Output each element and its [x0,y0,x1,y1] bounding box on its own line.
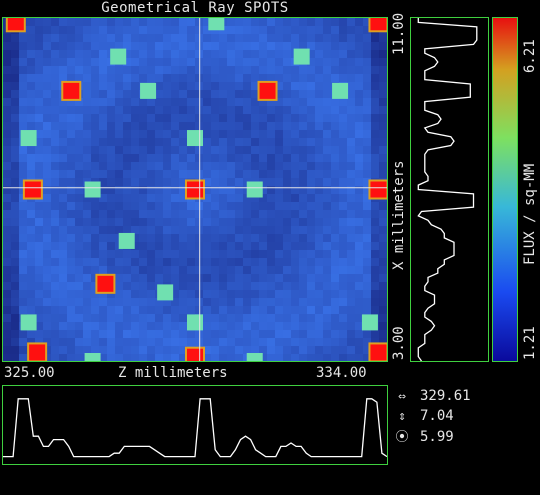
spot-marker [370,181,387,198]
heatmap-canvas [3,18,387,361]
vertical-arrows-icon: ⇕ [398,409,406,424]
spot-marker [29,344,46,361]
spot-marker [293,48,310,65]
spot-marker [7,18,24,31]
z-position-readout: ⇔ 329.61 [392,387,471,406]
x-profile-panel [410,17,489,362]
spot-marker [20,130,37,147]
spot-marker [97,275,114,292]
colorbar-gradient [493,18,517,361]
spot-marker [84,181,101,198]
flux-max-label: 6.21 [522,39,538,73]
spot-marker [187,314,203,331]
flux-value: 5.99 [420,429,454,445]
z-profile-plot [3,398,388,458]
spot-marker [140,82,157,99]
spot-marker [259,82,276,99]
x-axis-label: X millimeters [391,160,407,270]
spot-marker [187,348,203,361]
flux-min-label: 1.21 [522,326,538,360]
x-axis-min-label: 3.00 [391,326,407,360]
z-axis-max-label: 334.00 [316,365,367,381]
flux-axis-label: FLUX / sq-MM [522,163,538,265]
z-profile-line [3,398,388,458]
x-position-readout: ⇕ 7.04 [392,407,454,426]
z-profile-panel [2,385,388,465]
spot-marker [246,181,263,198]
z-position-value: 329.61 [420,388,471,404]
spot-marker [361,314,378,331]
target-icon: ⦿ [395,430,409,445]
spot-marker [84,353,101,361]
spot-marker [332,82,349,99]
spot-marker [187,130,203,147]
horizontal-arrows-icon: ⇔ [398,389,406,404]
x-axis-max-label: 11.00 [391,12,407,55]
spot-marker [118,232,135,249]
spot-marker [20,314,37,331]
flux-colorbar [492,17,518,362]
spot-marker [63,82,80,99]
spot-marker [370,344,387,361]
x-profile-plot [417,18,478,362]
spot-marker [110,48,127,65]
spot-marker [24,181,41,198]
spot-diagram-heatmap[interactable] [2,17,388,362]
spot-marker [246,353,263,361]
x-position-value: 7.04 [420,408,454,424]
flux-readout: ⦿ 5.99 [392,428,454,447]
spot-marker [187,181,203,198]
spot-marker [208,18,225,31]
spot-marker [370,18,387,31]
z-axis-min-label: 325.00 [4,365,55,381]
x-profile-line [417,18,478,362]
spot-marker [157,284,174,301]
z-axis-label: Z millimeters [118,365,228,381]
plot-title: Geometrical Ray SPOTS [101,0,289,16]
